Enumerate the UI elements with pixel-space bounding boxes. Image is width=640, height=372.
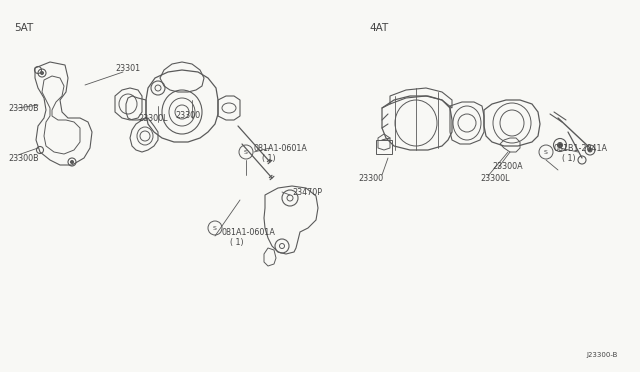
Text: J23300-B: J23300-B — [587, 352, 618, 358]
Circle shape — [40, 71, 44, 74]
Circle shape — [557, 142, 563, 148]
Text: S: S — [544, 150, 548, 154]
Text: ( 1): ( 1) — [262, 154, 276, 163]
Text: 5AT: 5AT — [14, 23, 33, 33]
Circle shape — [588, 148, 592, 152]
Text: 23300B: 23300B — [8, 103, 38, 112]
Text: ( 1): ( 1) — [230, 237, 244, 247]
Text: 23300A: 23300A — [492, 161, 523, 170]
Text: 23300B: 23300B — [8, 154, 38, 163]
Text: 4AT: 4AT — [369, 23, 388, 33]
Text: 081B1-2041A: 081B1-2041A — [554, 144, 608, 153]
Text: 081A1-0601A: 081A1-0601A — [254, 144, 308, 153]
Text: 23300L: 23300L — [480, 173, 509, 183]
Text: 23301: 23301 — [115, 64, 140, 73]
Text: 081A1-0601A: 081A1-0601A — [222, 228, 276, 237]
Text: 23300L: 23300L — [138, 113, 168, 122]
Circle shape — [70, 160, 74, 164]
Text: ( 1): ( 1) — [562, 154, 575, 163]
Text: 23300: 23300 — [358, 173, 383, 183]
Bar — [376, 140, 392, 154]
Text: 23470P: 23470P — [292, 187, 322, 196]
Text: S: S — [244, 150, 248, 154]
Text: 23300: 23300 — [175, 110, 200, 119]
Text: S: S — [213, 225, 217, 231]
